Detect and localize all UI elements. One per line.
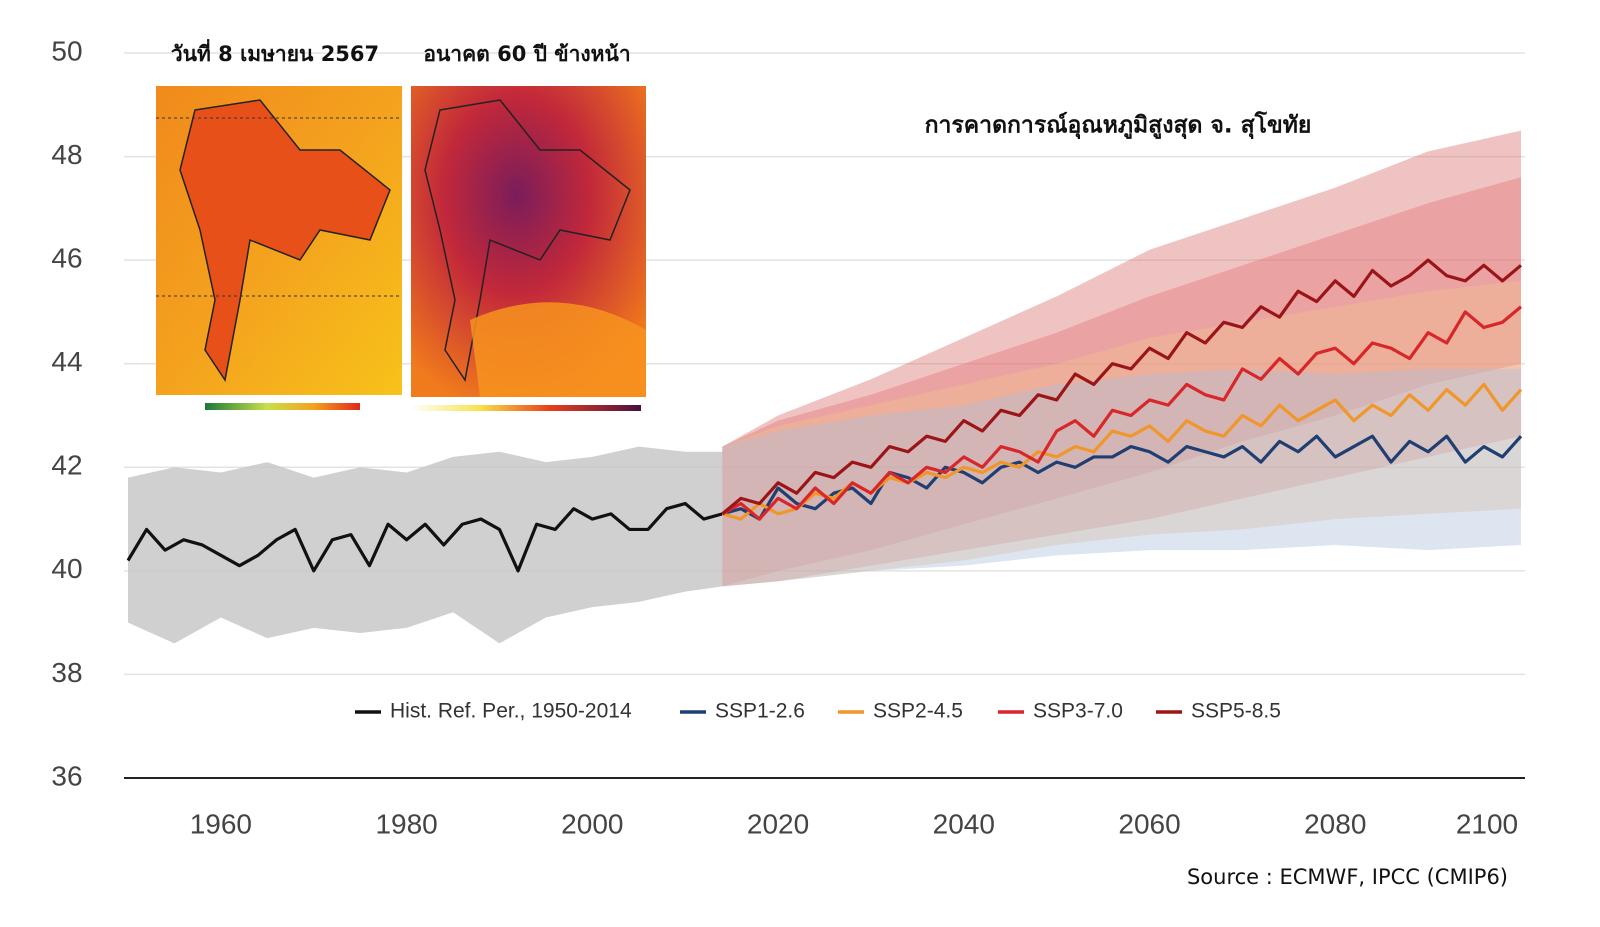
range-band [128,446,723,644]
x-tick-label: 2000 [561,808,623,839]
map-caption: วันที่ 8 เมษายน 2567 [171,38,379,66]
map-colorbar [205,403,360,410]
legend-label: SSP5-8.5 [1191,700,1281,723]
series-line [126,501,723,573]
x-tick-label: 2040 [933,808,995,839]
map-colorbar [411,405,641,411]
series-line [721,258,1523,516]
source-note: Source : ECMWF, IPCC (CMIP6) [1187,865,1508,889]
plot-area: 36 38 40 42 44 46 48 50 1960 1980 2000 2020 2040 2060… [51,35,1525,839]
x-tick-label: 2100 [1456,808,1518,839]
series-line [721,305,1523,521]
y-tick-label: 44 [51,346,82,377]
range-band [722,368,1521,587]
y-tick-label: 40 [51,553,82,584]
map-insets: วันที่ 8 เมษายน 2567 อนาคต 60 ปี ข้างหน้… [156,38,646,411]
x-tick-label: 2080 [1304,808,1366,839]
legend-label: SSP2-4.5 [873,700,963,723]
legend-label: SSP1-2.6 [715,700,805,723]
map-caption: อนาคต 60 ปี ข้างหน้า [423,42,630,66]
map-sea [470,302,646,397]
y-tick-label: 48 [51,139,82,170]
chart-title: การคาดการณ์อุณหภูมิสูงสุด จ. สุโขทัย [925,111,1312,140]
x-tick-label: 1960 [190,808,252,839]
map-shape [424,99,631,382]
legend-label: SSP3-7.0 [1033,700,1123,723]
series-line [721,434,1523,521]
y-tick-label: 50 [51,35,82,66]
legend: Hist. Ref. Per., 1950-2014 SSP1-2.6 SSP2-4… [355,700,1281,723]
x-tick-label: 1980 [375,808,437,839]
legend-label: Hist. Ref. Per., 1950-2014 [390,700,632,723]
y-tick-label: 38 [51,657,82,688]
map-shape [179,99,391,382]
y-tick-label: 46 [51,243,82,274]
y-tick-label: 36 [51,760,82,791]
x-tick-label: 2020 [747,808,809,839]
y-tick-label: 42 [51,450,82,481]
x-tick-label: 2060 [1118,808,1180,839]
